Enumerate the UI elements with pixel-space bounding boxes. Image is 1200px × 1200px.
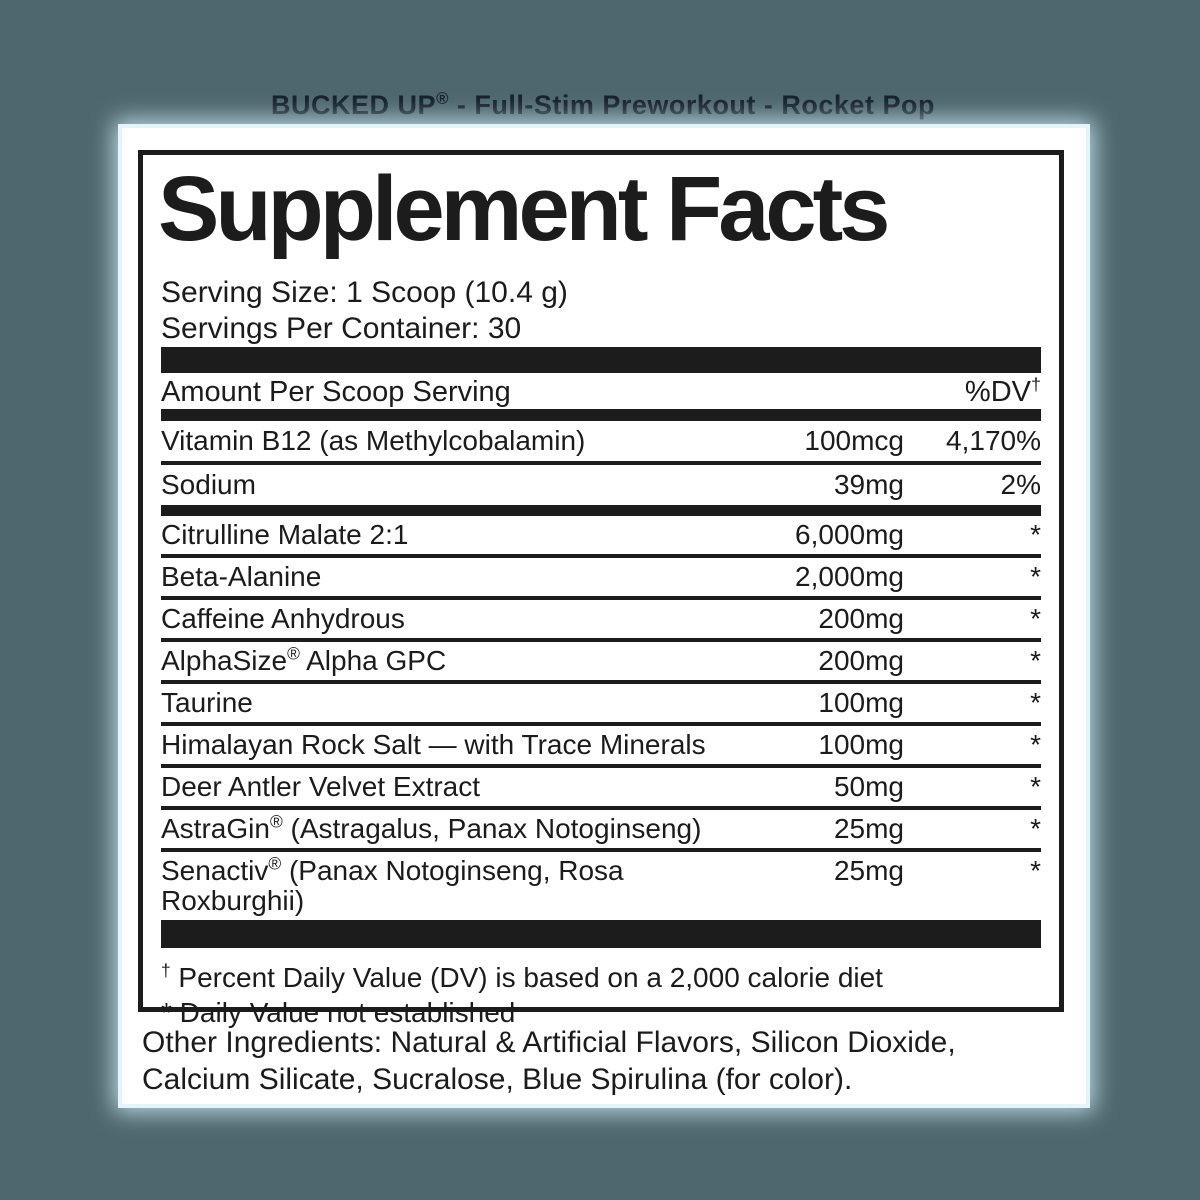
nutrient-row: Himalayan Rock Salt — with Trace Mineral… xyxy=(161,726,1041,768)
nutrient-dv: * xyxy=(1030,645,1041,676)
nutrient-name: Beta-Alanine xyxy=(161,561,322,592)
nutrient-amount: 6,000mg xyxy=(795,519,904,550)
product-title: BUCKED UP® - Full-Stim Preworkout - Rock… xyxy=(271,89,935,120)
nutrient-dv: * xyxy=(1030,519,1041,550)
nutrient-name: AlphaSize® Alpha GPC xyxy=(161,643,447,676)
separator-bar-thick-top xyxy=(161,347,1041,373)
nutrient-amount: 200mg xyxy=(818,645,904,676)
nutrient-row: AstraGin® (Astragalus, Panax Notoginseng… xyxy=(161,810,1041,852)
nutrient-name: AstraGin® (Astragalus, Panax Notoginseng… xyxy=(161,811,702,844)
nutrient-dv: 4,170% xyxy=(946,425,1041,456)
nutrient-row: AlphaSize® Alpha GPC 200mg * xyxy=(161,642,1041,684)
nutrient-name: Senactiv® (Panax Notoginseng, Rosa Roxbu… xyxy=(161,853,624,916)
supplement-facts-card: Supplement Facts Serving Size: 1 Scoop (… xyxy=(122,128,1086,1104)
dv-column-header: %DV† xyxy=(964,374,1041,408)
nutrient-row: Beta-Alanine 2,000mg * xyxy=(161,558,1041,600)
nutrient-amount: 100mg xyxy=(818,729,904,760)
serving-block: Serving Size: 1 Scoop (10.4 g) Servings … xyxy=(161,275,1041,347)
nutrient-row: Deer Antler Velvet Extract 50mg * xyxy=(161,768,1041,810)
footnotes: † Percent Daily Value (DV) is based on a… xyxy=(161,960,1041,1030)
blend-rows-section: Citrulline Malate 2:1 6,000mg * Beta-Ala… xyxy=(161,516,1041,920)
nutrient-dv: * xyxy=(1030,687,1041,718)
nutrient-row: Taurine 100mg * xyxy=(161,684,1041,726)
separator-bar-header xyxy=(161,409,1041,421)
nutrient-name: Taurine xyxy=(161,687,253,718)
footnote-not-established: * Daily Value not established xyxy=(161,997,516,1028)
nutrient-amount: 25mg xyxy=(833,855,904,886)
nutrient-amount: 50mg xyxy=(833,771,904,802)
nutrient-row: Citrulline Malate 2:1 6,000mg * xyxy=(161,516,1041,558)
amount-column-header: Amount Per Scoop Serving xyxy=(161,376,511,408)
nutrient-name: Caffeine Anhydrous xyxy=(161,603,405,634)
nutrient-amount: 25mg xyxy=(833,813,904,844)
nutrient-name: Citrulline Malate 2:1 xyxy=(161,519,409,550)
footnote-daily-value: † Percent Daily Value (DV) is based on a… xyxy=(161,960,883,993)
nutrient-row: Vitamin B12 (as Methylcobalamin) 100mcg … xyxy=(161,421,1041,465)
nutrient-name: Vitamin B12 (as Methylcobalamin) xyxy=(161,425,586,456)
nutrient-row: Senactiv® (Panax Notoginseng, Rosa Roxbu… xyxy=(161,852,1041,920)
nutrient-dv: * xyxy=(1030,855,1041,886)
nutrient-dv: * xyxy=(1030,729,1041,760)
other-ingredients: Other Ingredients: Natural & Artificial … xyxy=(142,1026,956,1096)
nutrient-row: Sodium 39mg 2% xyxy=(161,465,1041,505)
serving-size: Serving Size: 1 Scoop (10.4 g) xyxy=(161,276,568,309)
nutrient-amount: 2,000mg xyxy=(795,561,904,592)
nutrient-dv: * xyxy=(1030,771,1041,802)
nutrient-name: Himalayan Rock Salt — with Trace Mineral… xyxy=(161,729,706,760)
dv-rows-section: Vitamin B12 (as Methylcobalamin) 100mcg … xyxy=(161,421,1041,505)
separator-bar-thick-bottom xyxy=(161,920,1041,948)
nutrient-amount: 200mg xyxy=(818,603,904,634)
facts-panel: Supplement Facts Serving Size: 1 Scoop (… xyxy=(138,150,1064,1028)
nutrient-dv: 2% xyxy=(1000,469,1041,500)
separator-bar-mid xyxy=(161,505,1041,516)
nutrient-amount: 100mcg xyxy=(804,425,904,456)
servings-per-container: Servings Per Container: 30 xyxy=(161,312,522,345)
nutrient-dv: * xyxy=(1030,813,1041,844)
nutrient-amount: 100mg xyxy=(818,687,904,718)
facts-heading: Supplement Facts xyxy=(158,158,890,260)
nutrient-name: Deer Antler Velvet Extract xyxy=(161,771,481,802)
column-header-row: Amount Per Scoop Serving %DV† xyxy=(161,373,1041,409)
nutrient-row: Caffeine Anhydrous 200mg * xyxy=(161,600,1041,642)
nutrient-dv: * xyxy=(1030,603,1041,634)
nutrient-name: Sodium xyxy=(161,469,256,500)
nutrient-amount: 39mg xyxy=(833,469,904,500)
nutrient-dv: * xyxy=(1030,561,1041,592)
